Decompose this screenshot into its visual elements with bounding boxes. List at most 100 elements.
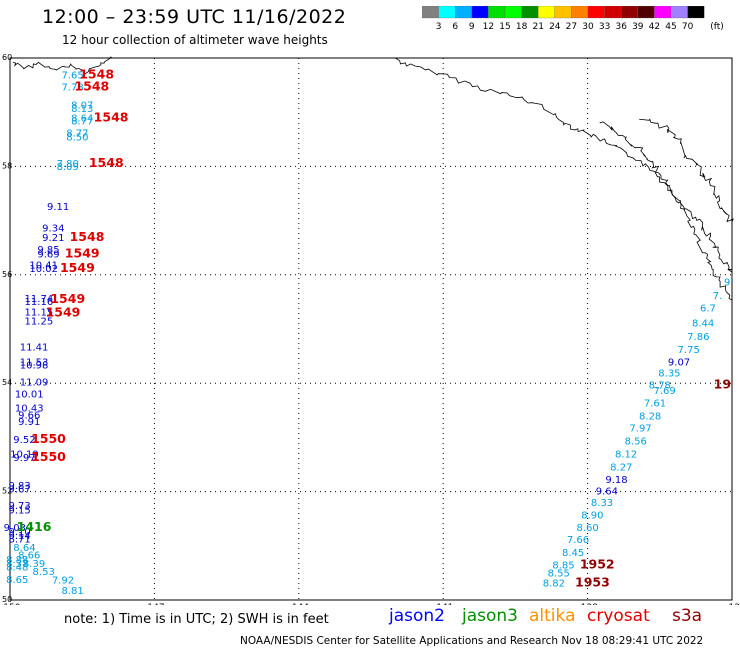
lon-label: -141 (433, 603, 453, 605)
colorbar-label: 9 (469, 22, 475, 32)
lon-label: -13 (725, 603, 740, 605)
wave-height-label: 8.45 (562, 548, 584, 559)
wave-height-label: 8.55 (548, 569, 570, 580)
mission-jason3: jason3 (462, 606, 518, 626)
colorbar-label: 12 (483, 22, 494, 32)
colorbar-label: 42 (649, 22, 660, 32)
wave-height-label: 7.65 (61, 71, 83, 82)
colorbar-label: 70 (682, 22, 694, 32)
wave-height-label: 8.88 (6, 555, 28, 566)
wave-height-label: 11.15 (25, 307, 54, 318)
wave-height-label: 8.27 (610, 462, 632, 473)
kenai-coastline (12, 56, 113, 75)
pass-time-label: 1549 (60, 260, 95, 275)
colorbar-label: 24 (549, 22, 561, 32)
wave-height-label: 7.92 (52, 576, 74, 587)
wave-height-label: 9.10 (8, 527, 30, 538)
wave-height-label: 8.90 (581, 511, 603, 522)
wave-height-label: 9 (724, 278, 730, 289)
pass-time-label: 1548 (74, 79, 109, 94)
wave-height-label: 7.80 (57, 159, 79, 170)
wave-height-label: 9.14 (8, 531, 30, 542)
wave-height-label: 8.82 (543, 578, 565, 589)
wave-height-label: 9.97 (13, 453, 35, 464)
colorbar-label: 3 (436, 22, 442, 32)
wave-height-label: 10.19 (10, 449, 39, 460)
lon-label: -144 (289, 603, 310, 605)
wave-height-label: 8.71 (8, 535, 30, 546)
inner-coastline (599, 121, 733, 273)
wave-height-map: 60 58 56 54 52 50-150 -147 -144 -141 -138 -13 7.65… (0, 53, 740, 605)
wave-height-label: 8.09 (57, 162, 79, 173)
wave-height-label: 9.52 (13, 435, 35, 446)
wave-height-label: 9.15 (8, 505, 30, 516)
pass-time-label: 1416 (17, 519, 52, 534)
pass-time-label: 1550 (31, 449, 66, 464)
wave-height-label: 7. (713, 291, 723, 302)
wave-height-label: 9.69 (37, 249, 59, 260)
page-title: 12:00 – 23:59 UTC 11/16/2022 (42, 6, 347, 28)
wave-height-label: 8.56 (625, 436, 647, 447)
pass-time-label: 1548 (79, 67, 114, 82)
wave-height-label: 7.61 (644, 399, 666, 410)
lat-label: 56 (2, 270, 12, 279)
pass-time-label: 19 (714, 377, 731, 392)
wave-height-label: 8.50 (66, 132, 88, 143)
lat-label: 60 (2, 53, 12, 62)
wave-height-label: 11.09 (20, 377, 49, 388)
mission-jason2: jason2 (389, 606, 445, 626)
wave-height-label: 8.78 (649, 381, 671, 392)
page-subtitle: 12 hour collection of altimeter wave hei… (62, 33, 328, 47)
colorbar-swatch (687, 6, 705, 19)
grid-lines (9, 57, 733, 601)
colorbar-unit: (ft) (710, 22, 724, 32)
time-labels: 1548154815481548154815491549154915491550… (17, 67, 731, 590)
wave-height-label: 9.67 (8, 485, 30, 496)
mission-s3a: s3a (672, 606, 703, 626)
color-legend: 3 6 9 12 15 18 21 24 27 30 33 36 39 42 45 70 (ft) (422, 6, 724, 32)
colorbar-label: 30 (582, 22, 594, 32)
island-coastline (639, 118, 734, 223)
wave-height-label: 9.18 (605, 475, 627, 486)
mission-cryosat: cryosat (587, 606, 650, 626)
lon-label: -147 (144, 603, 164, 605)
wave-height-label: 7.75 (678, 345, 700, 356)
wave-height-label: 8.65 (6, 575, 28, 586)
wave-height-label: 9.64 (596, 486, 618, 497)
wave-height-label: 8.37 (6, 559, 28, 570)
mission-altika: altika (529, 606, 576, 626)
footer-note: note: 1) Time is in UTC; 2) SWH is in fe… (64, 612, 329, 627)
wave-height-label: 8.85 (552, 561, 574, 572)
wave-height-label: 8.48 (6, 563, 28, 574)
wave-height-label: 11.74 (25, 294, 54, 305)
wave-height-label: 7.97 (629, 423, 651, 434)
wave-height-label: 8.64 (71, 113, 93, 124)
colorbar-label: 39 (632, 22, 644, 32)
wave-height-label: 11.53 (20, 357, 49, 368)
wave-height-label: 9.21 (42, 233, 64, 244)
wave-height-label: 11.16 (25, 297, 54, 308)
pass-time-label: 1549 (65, 245, 100, 260)
wave-height-label: 9.73 (8, 501, 30, 512)
colorbar-label: 15 (499, 22, 510, 32)
wave-height-label: 8.77 (66, 129, 88, 140)
wave-height-label: 8.28 (639, 412, 661, 423)
wave-height-label: 8.66 (18, 550, 40, 561)
wave-height-label: 9.91 (18, 417, 40, 428)
wave-height-label: 8.60 (576, 523, 598, 534)
wave-height-label: 10.02 (29, 264, 58, 275)
wave-height-label: 9.83 (8, 481, 30, 492)
pass-time-label: 1548 (70, 229, 105, 244)
pass-time-label: 1952 (580, 557, 615, 572)
wave-height-label: 7.66 (567, 535, 589, 546)
lat-label: 52 (2, 487, 12, 496)
wave-height-label: 8.64 (13, 543, 35, 554)
colorbar-label: 21 (532, 22, 543, 32)
wave-height-label: 9.07 (668, 357, 690, 368)
lat-label: 54 (2, 378, 12, 387)
pass-time-label: 1549 (46, 305, 81, 320)
wave-height-labels: 7.657.788.078.138.648.778.778.507.808.09… (4, 71, 731, 597)
wave-height-label: 8.44 (692, 318, 714, 329)
wave-height-label: 10.41 (29, 260, 58, 271)
wave-height-label: 10.43 (15, 403, 44, 414)
